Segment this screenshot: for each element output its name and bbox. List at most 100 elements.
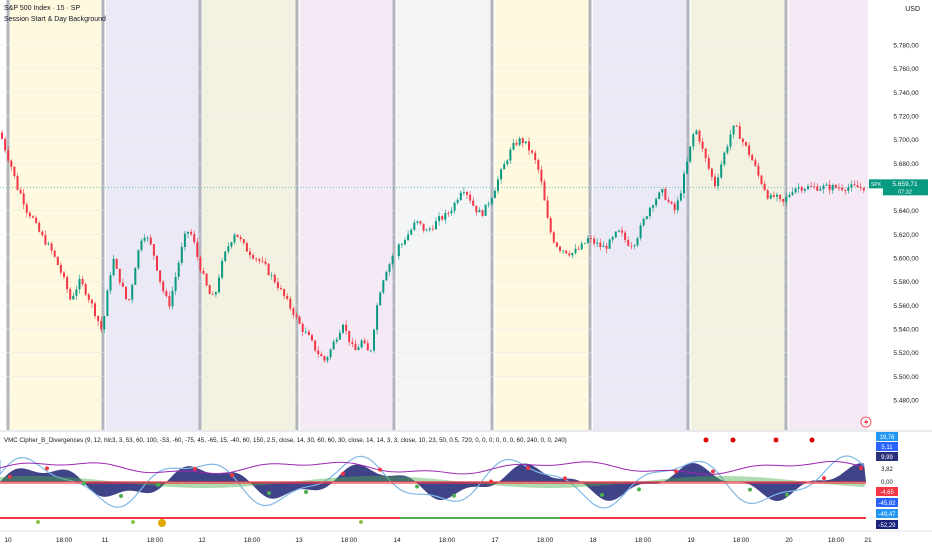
candle xyxy=(853,184,856,186)
osc-tag-label: -45,82 xyxy=(878,501,896,507)
candle xyxy=(56,256,59,265)
candle xyxy=(642,218,645,226)
candle xyxy=(732,125,735,135)
candle xyxy=(236,234,239,238)
candle xyxy=(714,176,716,187)
signal-dot xyxy=(415,484,419,489)
candle xyxy=(655,198,658,206)
candle xyxy=(391,256,394,265)
x-tick-label: 18:00 xyxy=(828,537,845,544)
candle xyxy=(571,252,574,256)
candle xyxy=(645,216,648,219)
signal-dot xyxy=(378,467,382,472)
candle xyxy=(466,192,468,195)
candle xyxy=(413,222,416,230)
day-background xyxy=(691,0,786,430)
candle xyxy=(751,154,754,161)
candle xyxy=(87,294,90,300)
x-tick-label: 18:00 xyxy=(147,537,164,544)
signal-dot xyxy=(193,466,197,471)
sell-signal xyxy=(730,437,736,443)
candle xyxy=(444,212,447,220)
candle xyxy=(788,194,791,198)
day-background xyxy=(789,0,868,430)
day-background xyxy=(495,0,590,430)
candle xyxy=(193,234,196,243)
candle xyxy=(559,246,561,251)
signal-dot xyxy=(785,492,789,497)
candle xyxy=(602,245,605,247)
candle xyxy=(41,231,44,236)
candle xyxy=(106,290,109,317)
y-tick-label: 5.560,00 xyxy=(893,303,919,310)
candle xyxy=(586,238,589,243)
candle xyxy=(847,187,850,191)
y-tick-label: 5.640,00 xyxy=(893,208,919,215)
candle xyxy=(503,164,506,170)
candle xyxy=(549,218,552,233)
candle xyxy=(797,187,800,189)
candle xyxy=(94,303,96,316)
candle xyxy=(816,186,819,191)
candle xyxy=(112,258,115,276)
candle xyxy=(242,239,245,244)
x-tick-label: 18:00 xyxy=(244,537,261,544)
candle xyxy=(838,187,840,189)
candle xyxy=(741,138,744,143)
candle xyxy=(493,190,496,199)
candle xyxy=(766,190,769,199)
candle xyxy=(621,230,623,233)
candle xyxy=(307,331,310,336)
candle xyxy=(729,134,732,147)
candle xyxy=(264,261,267,264)
candle xyxy=(701,141,704,149)
candle xyxy=(323,356,326,361)
candle xyxy=(400,244,403,245)
candle xyxy=(410,229,413,235)
candle xyxy=(506,160,509,165)
candle xyxy=(565,250,568,254)
y-tick-label: 5.500,00 xyxy=(893,374,919,381)
candle xyxy=(528,141,530,151)
candle xyxy=(664,189,667,200)
signal-dot xyxy=(674,469,678,474)
day-background xyxy=(202,0,297,430)
x-tick-label: 19 xyxy=(687,537,695,544)
candle xyxy=(1,132,3,139)
candle xyxy=(190,231,193,235)
y-tick-label: 5.760,00 xyxy=(893,66,919,73)
candle xyxy=(84,284,87,295)
signal-dot xyxy=(341,471,345,476)
candle xyxy=(366,343,369,351)
candle xyxy=(128,299,131,300)
candle xyxy=(38,222,41,232)
candle xyxy=(577,248,580,250)
osc-tag-label: 3,82 xyxy=(881,467,893,473)
candle xyxy=(428,228,431,230)
candle xyxy=(447,212,450,214)
candle xyxy=(807,186,809,190)
buy-dot xyxy=(36,520,40,524)
candle xyxy=(16,176,19,190)
gold-dot xyxy=(158,519,166,527)
candle xyxy=(819,189,822,191)
candle xyxy=(180,246,183,263)
x-tick-label: 13 xyxy=(295,537,303,544)
candle xyxy=(261,260,264,262)
candle xyxy=(97,315,100,322)
candle xyxy=(47,243,50,245)
candle xyxy=(419,221,422,224)
currency-label[interactable]: USD xyxy=(905,6,920,13)
candle xyxy=(754,160,757,166)
candle xyxy=(342,324,344,333)
candle xyxy=(295,314,298,317)
candle xyxy=(22,193,25,205)
candle xyxy=(435,221,437,230)
candle xyxy=(695,130,698,135)
money-flow-area xyxy=(0,476,866,488)
candle xyxy=(453,202,456,211)
candle xyxy=(614,231,617,238)
candle xyxy=(270,274,273,276)
candle xyxy=(137,250,140,269)
